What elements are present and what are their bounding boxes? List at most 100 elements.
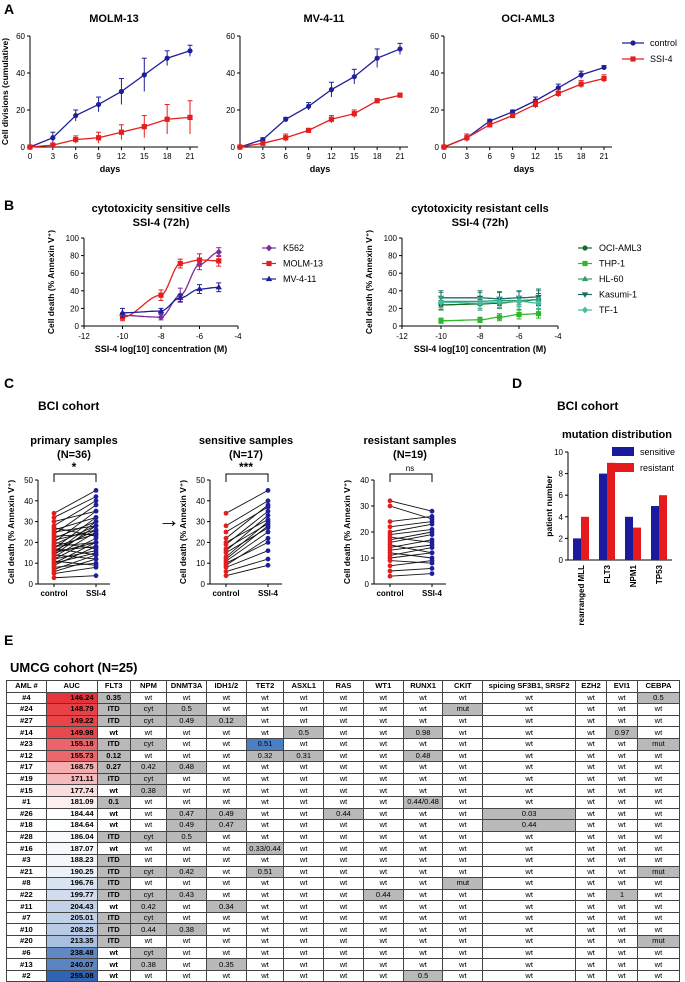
mutation-cell: wt <box>575 888 607 902</box>
mutation-cell: 0.03 <box>482 807 577 821</box>
data-point <box>95 135 102 141</box>
bar-sensitive <box>651 506 659 560</box>
auc-cell: 204.43 <box>45 900 98 913</box>
mutation-cell: wt <box>245 807 285 821</box>
y-tick-label: 40 <box>430 69 439 78</box>
x-tick-label: -10 <box>435 332 447 341</box>
mutation-cell: wt <box>129 795 168 809</box>
table-row: #28 186.04 ITD cyt 0.5 wt wt wt wt wt wt wt wt wt wt wt <box>6 830 681 844</box>
ssi4-point <box>93 540 99 545</box>
data-point <box>374 55 380 61</box>
bci-cohort-title-c: BCI cohort <box>38 399 99 413</box>
legend-marker <box>581 306 589 314</box>
mutation-cell: mut <box>442 703 484 716</box>
panel-label-e: E <box>4 632 13 648</box>
mutation-cell: 0.49 <box>166 819 207 832</box>
pair-line <box>225 531 269 562</box>
column-header-auc: AUC <box>45 680 98 693</box>
table-row: #3 188.23 ITD wt wt wt wt wt wt wt wt wt wt wt wt wt <box>6 853 681 867</box>
data-point <box>27 144 33 150</box>
mutation-cell: wt <box>96 969 131 982</box>
mutation-cell: wt <box>166 853 207 867</box>
control-point <box>387 568 393 574</box>
control-point <box>387 573 393 579</box>
mutation-cell: wt <box>205 772 247 786</box>
mutation-cell: wt <box>166 749 207 763</box>
mutation-cell: wt <box>129 969 168 982</box>
column-header-flt3: FLT3 <box>96 680 131 693</box>
data-point <box>50 135 56 141</box>
mutation-cell: wt <box>575 969 607 982</box>
mutation-cell: wt <box>283 853 325 867</box>
mutation-cell: wt <box>575 842 607 855</box>
chart-title: primary samples <box>30 435 117 447</box>
significance-label: * <box>72 460 77 474</box>
series-line-ssi-4 <box>29 116 191 148</box>
chart-title: cytotoxicity resistant cells <box>411 203 549 215</box>
legend-marker <box>582 245 588 251</box>
y-tick-label: 40 <box>196 497 205 506</box>
mutation-cell: wt <box>245 772 285 786</box>
mutation-cell: 0.44 <box>323 807 364 821</box>
data-point <box>157 307 165 314</box>
mutation-cell: wt <box>245 946 285 960</box>
mutation-cell: wt <box>605 737 638 751</box>
data-point <box>73 137 79 143</box>
y-tick-label: 10 <box>196 559 205 568</box>
sample-id-cell: #16 <box>6 842 47 855</box>
mutation-cell: ITD <box>96 737 131 751</box>
y-tick-label: 40 <box>226 69 235 78</box>
data-point <box>397 46 403 52</box>
ssi4-point <box>265 540 271 545</box>
mutation-cell: wt <box>575 853 607 867</box>
mutation-cell: wt <box>402 830 444 844</box>
mutation-cell: wt <box>205 911 247 925</box>
pair-line <box>389 528 433 536</box>
y-tick-label: 20 <box>360 528 369 537</box>
table-row: #7 205.01 ITD cyt wt wt wt wt wt wt wt wt wt wt wt wt <box>6 911 681 925</box>
auc-cell: 238.48 <box>45 946 98 960</box>
table-row: #1 181.09 0.1 wt wt wt wt wt wt wt 0.44/0.48 wt wt wt… <box>6 795 681 809</box>
mutation-cell: wt <box>283 795 325 809</box>
mutation-cell: wt <box>323 714 364 728</box>
significance-bracket <box>389 473 433 482</box>
mutation-cell: wt <box>323 900 364 913</box>
control-point <box>51 523 57 529</box>
data-point <box>158 292 164 298</box>
x-tick-label: 15 <box>140 152 149 161</box>
ssi4-point <box>93 573 99 579</box>
mutation-cell: wt <box>205 877 247 890</box>
mutation-cell: wt <box>442 969 484 982</box>
mutation-cell: wt <box>283 911 325 925</box>
auc-cell: 255.08 <box>45 969 98 982</box>
legend-label: HL-60 <box>599 274 624 284</box>
pair-line <box>53 490 97 514</box>
y-tick-label: 4 <box>559 513 564 522</box>
mutation-cell: wt <box>402 911 444 925</box>
x-axis-label: SSI-4 log[10] concentration (M) <box>414 344 547 354</box>
ssi4-point <box>265 488 271 493</box>
ssi4-point <box>93 556 99 562</box>
mutation-cell: wt <box>362 877 404 890</box>
data-point <box>535 299 542 307</box>
mutation-cell: wt <box>575 911 607 925</box>
mutation-cell: wt <box>442 923 484 937</box>
mutation-cell: 0.35 <box>205 958 247 971</box>
pair-line <box>389 560 433 567</box>
fit-curve <box>441 296 539 300</box>
data-point <box>157 313 165 321</box>
chart-subtitle: SSI-4 (72h) <box>133 217 190 229</box>
fit-curve <box>441 298 539 303</box>
table-row: #26 184.44 wt wt 0.47 0.49 wt wt 0.44 wt wt wt 0.03 w… <box>6 807 681 821</box>
mutation-cell: 0.35 <box>96 691 131 705</box>
x-tick-label: 3 <box>465 152 470 161</box>
mutation-cell: 0.44 <box>482 819 577 832</box>
sample-id-cell: #17 <box>6 761 47 774</box>
column-header-cebpa: CEBPA <box>636 680 681 693</box>
mutation-cell: wt <box>442 842 484 855</box>
mutation-cell: wt <box>245 958 285 971</box>
growth-chart-molm-13: MOLM-13 0 20 40 60 0 3 6 9 12 15 18 21 days Cell divis… <box>0 13 198 174</box>
mutation-cell: wt <box>402 737 444 751</box>
mutation-distribution-chart: mutation distribution 0 2 4 6 8 10 patient numb… <box>544 429 675 625</box>
mutation-cell: wt <box>482 865 577 879</box>
